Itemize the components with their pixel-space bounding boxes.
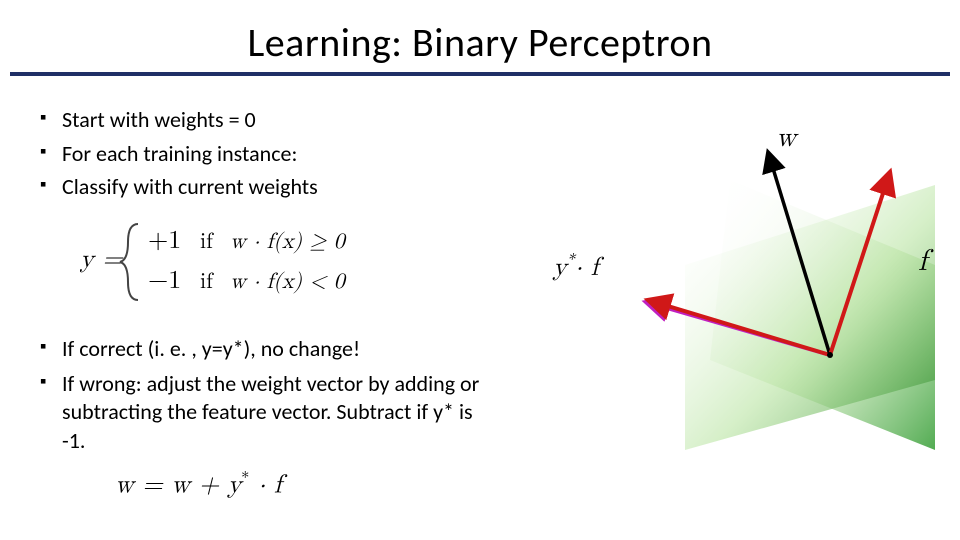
update-formula: w = w + y* · f bbox=[115, 470, 355, 502]
top-bullets: Start with weights = 0 For each training… bbox=[40, 105, 540, 206]
bottom-bullets: If correct (i. e. , y=y*), no change! If… bbox=[40, 335, 490, 461]
classify-formula: y = +1 −1 if w · f(x) ≥ 0 if w · f(x) < … bbox=[80, 212, 400, 317]
bullet-foreach: For each training instance: bbox=[40, 139, 540, 169]
formula-plus1: +1 bbox=[148, 228, 181, 254]
formula-if2: if bbox=[200, 271, 214, 293]
formula-y: y = bbox=[80, 247, 124, 273]
formula-cond2: w · f(x) < 0 bbox=[230, 271, 347, 294]
origin-point bbox=[827, 352, 833, 358]
title-rule bbox=[10, 72, 950, 76]
vector-diagram: w y*· f f bbox=[530, 100, 950, 460]
formula-cond1: w · f(x) ≥ 0 bbox=[230, 231, 347, 254]
brace-icon bbox=[120, 224, 138, 300]
label-w: w bbox=[776, 124, 799, 152]
formula-if1: if bbox=[200, 231, 214, 253]
bullet-correct: If correct (i. e. , y=y*), no change! bbox=[40, 335, 490, 364]
bullet-start-weights: Start with weights = 0 bbox=[40, 105, 540, 135]
slide-title: Learning: Binary Perceptron bbox=[0, 18, 960, 67]
bullet-wrong: If wrong: adjust the weight vector by ad… bbox=[40, 370, 490, 456]
label-ystar-f: y*· f bbox=[552, 253, 605, 281]
formula-minus1: −1 bbox=[148, 268, 181, 294]
bullet-classify: Classify with current weights bbox=[40, 172, 540, 202]
